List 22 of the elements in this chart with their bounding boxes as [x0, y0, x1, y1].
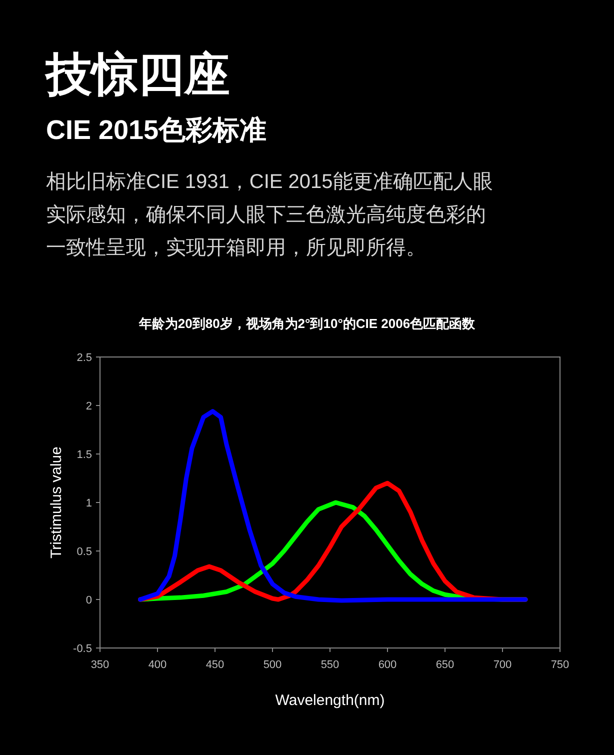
x-axis-title: Wavelength(nm)	[275, 692, 385, 709]
x-tick-label: 350	[90, 659, 110, 671]
x-tick-label: 400	[148, 659, 167, 671]
y-tick-label: 1.5	[76, 449, 92, 461]
y-tick-label: -0.5	[73, 643, 92, 655]
x-tick-label: 500	[263, 659, 282, 671]
x-tick-label: 550	[320, 659, 340, 671]
x-tick-label: 750	[550, 659, 570, 671]
y-tick-label: 2	[86, 400, 92, 412]
text: 技惊四座	[46, 47, 231, 102]
x-tick-label: 700	[493, 659, 512, 671]
y-tick-label: 2.5	[76, 352, 92, 364]
text: 相比旧标准CIE 1931，CIE 2015能更准确匹配人眼实际感知，确保不同人眼下三色激光高纯度色彩的一致性呈现，实现开箱即用，所见即所得。	[46, 170, 494, 261]
y-tick-label: 0	[86, 594, 92, 606]
text: CIE 2015色彩标准	[46, 114, 268, 147]
x-tick-label: 600	[378, 659, 397, 671]
x-tick-label: 650	[436, 659, 454, 671]
y-tick-label: 1	[86, 498, 92, 510]
y-tick-label: 0.5	[76, 546, 92, 558]
y-axis-title: Tristimulus value	[48, 446, 65, 558]
x-tick-label: 450	[206, 659, 224, 671]
chart-title: 年龄为20到80岁，视场角为2°到10°的CIE 2006色匹配函数	[138, 316, 476, 331]
